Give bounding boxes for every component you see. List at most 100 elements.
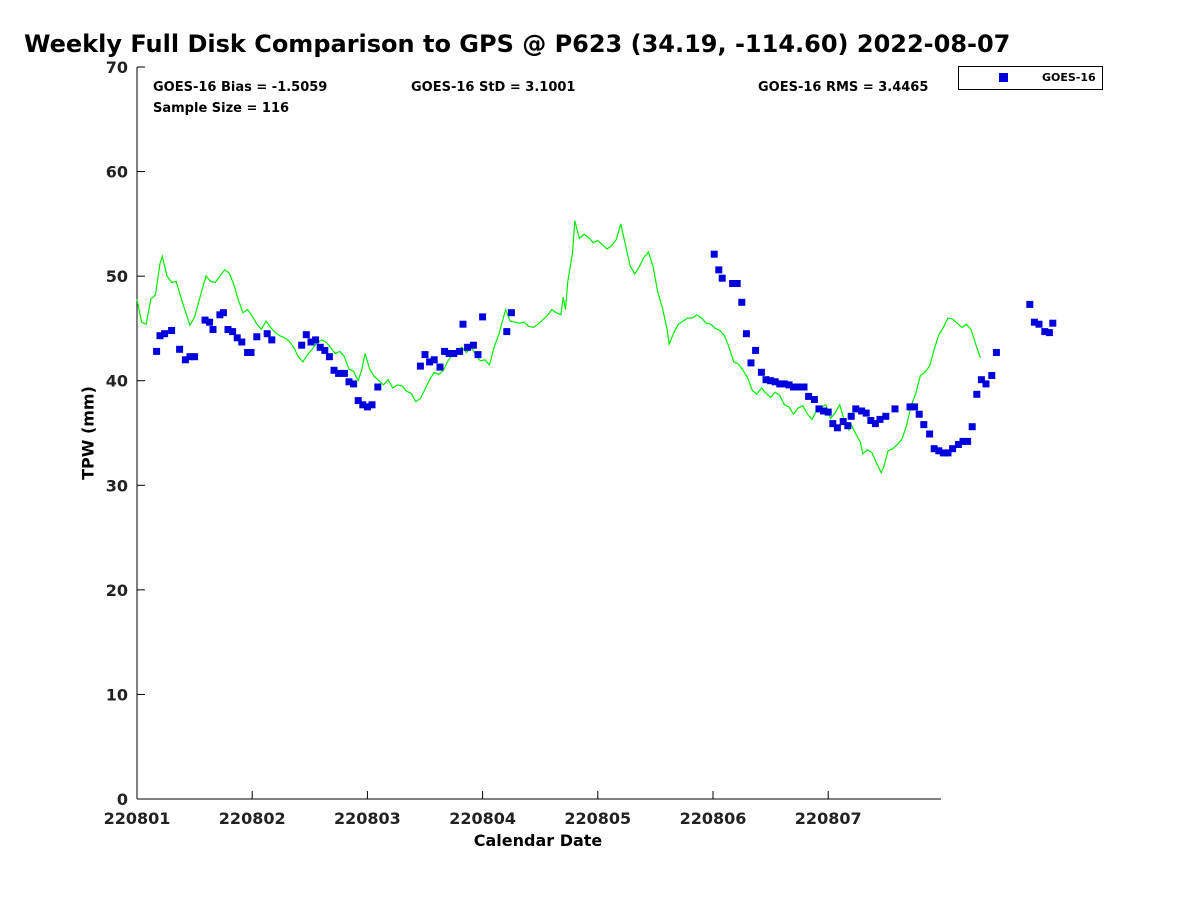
goes16-point xyxy=(474,351,482,359)
goes16-point xyxy=(153,347,161,355)
goes16-point xyxy=(920,421,928,429)
goes16-point xyxy=(982,380,990,388)
x-tick-label: 220803 xyxy=(334,809,401,828)
goes16-point xyxy=(298,341,306,349)
goes16-point xyxy=(359,401,367,409)
goes16-point xyxy=(959,437,967,445)
goes16-point xyxy=(810,396,818,403)
sample-size-stat: Sample Size = 116 xyxy=(153,101,290,116)
goes16-point xyxy=(767,377,775,385)
goes16-point xyxy=(1041,328,1049,336)
x-tick-label: 220801 xyxy=(104,809,171,828)
goes16-series xyxy=(153,250,1057,457)
goes16-point xyxy=(1026,300,1034,308)
goes16-point xyxy=(911,403,919,411)
goes16-point xyxy=(824,408,832,416)
goes16-point xyxy=(307,338,315,346)
goes16-point xyxy=(939,449,947,457)
goes16-point xyxy=(742,330,750,338)
goes16-point xyxy=(805,392,813,400)
goes16-point xyxy=(206,318,214,326)
goes16-point xyxy=(733,280,741,287)
goes16-point xyxy=(416,362,424,370)
goes16-point xyxy=(968,423,976,431)
goes16-point xyxy=(459,320,467,328)
goes16-point xyxy=(345,378,353,386)
x-tick-label: 220806 xyxy=(680,809,747,828)
goes16-point xyxy=(718,274,726,282)
goes16-point xyxy=(949,445,957,453)
goes16-point xyxy=(790,383,798,391)
goes16-point xyxy=(930,445,938,453)
goes16-point xyxy=(738,298,746,306)
goes16-point xyxy=(776,380,784,388)
y-tick-label: 10 xyxy=(106,685,128,704)
goes16-point xyxy=(988,372,996,379)
goes16-point xyxy=(752,346,760,354)
goes16-point xyxy=(762,376,770,384)
goes16-point xyxy=(954,441,962,448)
legend-square-marker-icon xyxy=(999,73,1008,82)
goes16-point xyxy=(469,341,477,349)
goes16-point xyxy=(820,407,828,415)
gps-series xyxy=(136,220,981,475)
goes16-point xyxy=(780,380,788,388)
goes16-point xyxy=(715,266,723,274)
goes16-point xyxy=(156,332,164,340)
y-tick-label: 40 xyxy=(106,372,128,391)
goes16-point xyxy=(181,356,189,364)
goes16-point xyxy=(795,383,803,391)
x-tick-label: 220807 xyxy=(795,809,862,828)
goes16-point xyxy=(445,350,453,357)
goes16-point xyxy=(201,316,209,324)
goes16-point xyxy=(302,331,310,339)
goes16-point xyxy=(238,338,246,346)
goes16-point xyxy=(479,313,487,321)
std-stat: GOES-16 StD = 3.1001 xyxy=(411,80,576,95)
goes16-point xyxy=(464,343,472,351)
goes16-point xyxy=(891,405,899,413)
goes16-point xyxy=(1030,318,1038,326)
x-tick-label: 220802 xyxy=(219,809,286,828)
goes16-point xyxy=(915,410,923,418)
goes16-point xyxy=(882,412,890,420)
goes16-point xyxy=(233,334,241,342)
goes16-point xyxy=(191,353,199,361)
goes16-point xyxy=(964,437,972,445)
chart-title: Weekly Full Disk Comparison to GPS @ P62… xyxy=(24,30,1011,58)
goes16-point xyxy=(973,390,981,398)
x-tick-label: 220804 xyxy=(449,809,516,828)
x-tick-label: 220805 xyxy=(564,809,631,828)
y-tick-label: 0 xyxy=(117,790,128,809)
goes16-point xyxy=(858,407,866,415)
goes16-point xyxy=(829,420,837,428)
legend: GOES-16 xyxy=(958,66,1103,90)
goes16-point xyxy=(747,359,755,367)
goes16-point xyxy=(839,418,847,425)
goes16-point xyxy=(426,358,434,366)
goes16-point xyxy=(335,369,343,377)
goes16-point xyxy=(1049,319,1057,327)
goes16-point xyxy=(926,430,934,438)
goes16-point xyxy=(186,353,194,361)
goes16-point xyxy=(507,309,515,317)
goes16-point xyxy=(168,327,176,334)
goes16-point xyxy=(268,336,276,344)
y-tick-label: 50 xyxy=(106,267,128,286)
goes16-point xyxy=(876,415,884,423)
y-tick-label: 20 xyxy=(106,581,128,600)
goes16-point xyxy=(456,347,464,355)
goes16-point xyxy=(503,328,511,336)
goes16-point xyxy=(350,380,358,388)
goes16-point xyxy=(450,350,458,357)
y-axis-label: TPW (mm) xyxy=(78,386,98,480)
goes16-point xyxy=(977,376,985,384)
goes16-point xyxy=(219,309,227,317)
goes16-point xyxy=(176,345,184,353)
bias-stat: GOES-16 Bias = -1.5059 xyxy=(153,80,328,95)
goes16-point xyxy=(354,397,362,405)
goes16-point xyxy=(316,343,324,351)
goes16-point xyxy=(1035,320,1043,328)
goes16-point xyxy=(852,405,860,413)
